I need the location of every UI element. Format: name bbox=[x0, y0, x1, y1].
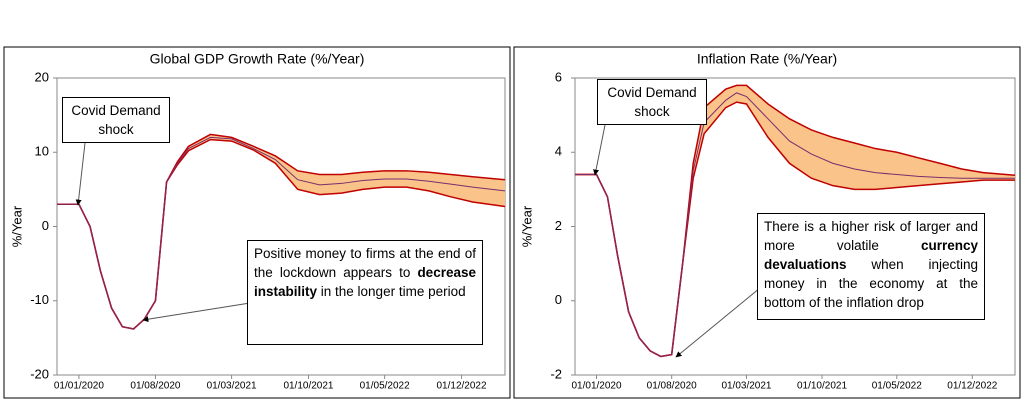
y-axis-label: %/Year bbox=[519, 205, 534, 247]
annotation-text: Positive money to firms at the end of th… bbox=[254, 246, 476, 280]
annotation-box: Covid Demand shock bbox=[62, 97, 170, 143]
annotation-arrow bbox=[142, 302, 251, 323]
annotation-text: decrease instability bbox=[254, 265, 476, 299]
annotation-text: when injecting money in the economy at t… bbox=[764, 257, 978, 310]
y-tick-label: 20 bbox=[35, 69, 49, 84]
y-tick-label: -10 bbox=[30, 292, 49, 307]
annotation-text: currency devaluations bbox=[764, 238, 978, 272]
y-tick-label: 0 bbox=[555, 292, 562, 307]
fan-band bbox=[575, 85, 1015, 357]
annotation-arrow bbox=[593, 124, 606, 176]
x-tick-label: 01/03/2021 bbox=[721, 381, 771, 392]
x-tick-label: 01/12/2022 bbox=[436, 381, 486, 392]
annotation-box: There is a higher risk of larger and mor… bbox=[757, 213, 985, 320]
x-tick-label: 01/05/2022 bbox=[872, 381, 922, 392]
annotation-text: Covid Demand shock bbox=[607, 85, 697, 119]
y-tick-label: 4 bbox=[555, 144, 562, 159]
x-tick-label: 01/08/2020 bbox=[130, 381, 180, 392]
x-tick-label: 01/01/2020 bbox=[571, 381, 621, 392]
x-tick-label: 01/08/2020 bbox=[647, 381, 697, 392]
median-line bbox=[57, 136, 506, 330]
x-tick-label: 01/03/2021 bbox=[207, 381, 257, 392]
x-tick-label: 01/10/2021 bbox=[797, 381, 847, 392]
y-tick-label: 6 bbox=[555, 69, 562, 84]
panel-border bbox=[513, 46, 1021, 399]
annotation-arrow bbox=[675, 287, 761, 358]
y-tick-label: 0 bbox=[42, 218, 49, 233]
annotation-text: Covid Demand shock bbox=[71, 103, 161, 137]
panel-border bbox=[3, 46, 511, 399]
x-tick-label: 01/12/2022 bbox=[947, 381, 997, 392]
y-axis-label: %/Year bbox=[9, 205, 24, 247]
chart-title: Inflation Rate (%/Year) bbox=[697, 51, 837, 67]
x-tick-label: 01/10/2021 bbox=[283, 381, 333, 392]
chart-title: Global GDP Growth Rate (%/Year) bbox=[150, 51, 365, 67]
y-tick-label: -20 bbox=[30, 366, 49, 381]
annotation-box: Covid Demand shock bbox=[597, 79, 707, 125]
median-line bbox=[575, 92, 1015, 357]
x-tick-label: 01/05/2022 bbox=[360, 381, 410, 392]
y-tick-label: -2 bbox=[550, 366, 562, 381]
y-tick-label: 10 bbox=[35, 144, 49, 159]
annotation-text: in the longer time period bbox=[317, 284, 466, 299]
x-tick-label: 01/01/2020 bbox=[54, 381, 104, 392]
fan-band bbox=[57, 134, 505, 329]
y-tick-label: 2 bbox=[555, 218, 562, 233]
annotation-arrow bbox=[75, 142, 86, 206]
annotation-box: Positive money to firms at the end of th… bbox=[247, 240, 483, 345]
annotation-text: There is a higher risk of larger and mor… bbox=[764, 219, 978, 253]
